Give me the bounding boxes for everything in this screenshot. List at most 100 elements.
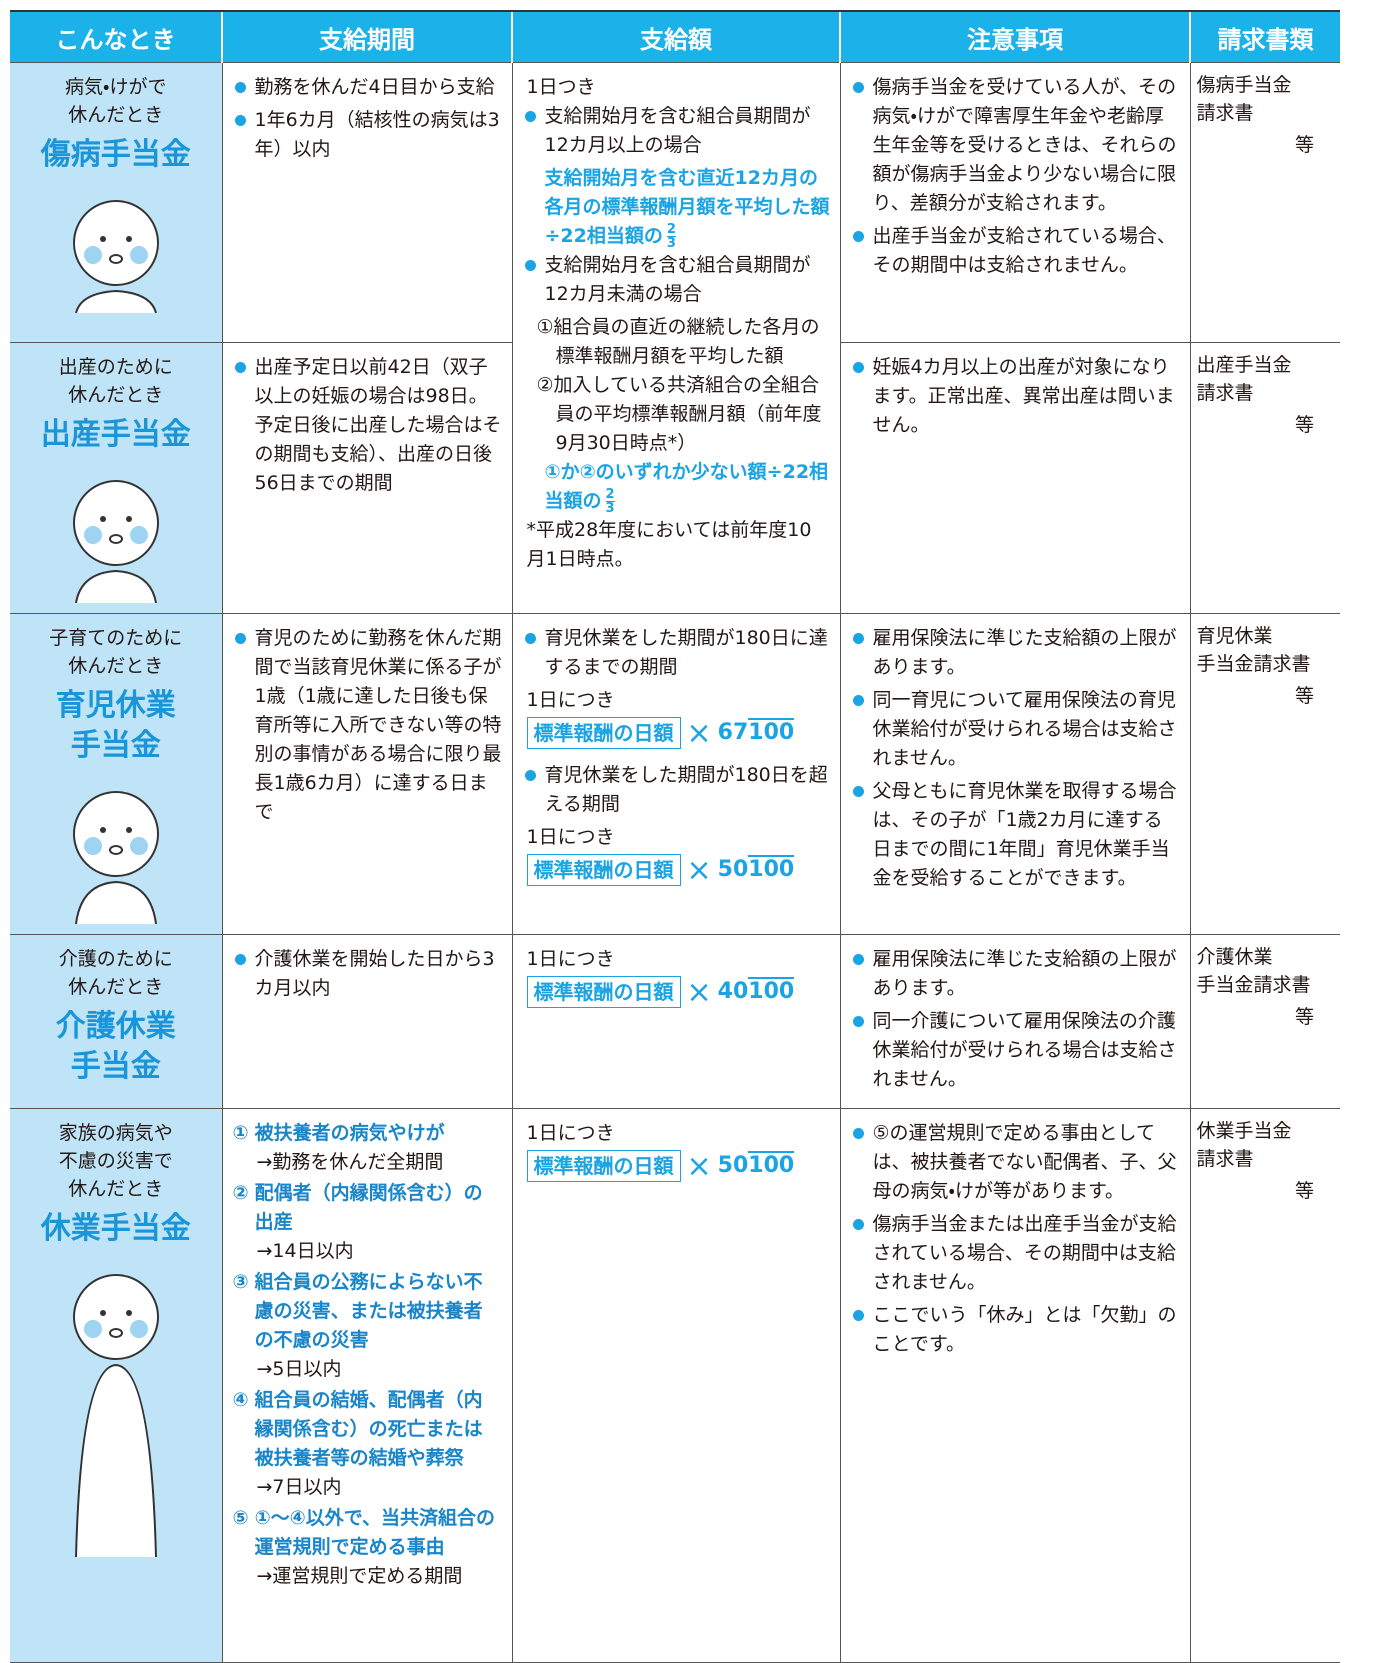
period-sub: →7日以内 [256, 1476, 342, 1498]
doc-etc: 等 [1294, 414, 1314, 436]
amount-text: 1日につき [526, 689, 615, 711]
illustration-part [74, 880, 157, 924]
benefit-name: 育児休業 手当金 [14, 686, 218, 766]
situation-cell: 病気・けがで 休んだとき 傷病手当金 [10, 62, 223, 343]
denominator: 100 [748, 1151, 795, 1178]
amount-cell: 育児休業をした期間が180日に達するまでの期間 1日につき 標準報酬の日額 × 6710… [511, 613, 841, 935]
amount-item: 育児休業をした期間が180日に達するまでの期間 [523, 624, 830, 682]
page: html, body { margin: 0; padding: 0; back… [10, 10, 1340, 1663]
situation-line: 休んだとき [68, 1178, 164, 1200]
note-item: 傷病手当金または出産手当金が支給されている場合、その期間中は支給されません。 [851, 1210, 1180, 1297]
formula-operator: × [686, 1148, 712, 1184]
period-head: ① 被扶養者の病気やけが [233, 1119, 502, 1148]
illustration-part [125, 516, 132, 522]
doc-line: 手当金請求書 [1196, 653, 1311, 675]
formula: 標準報酬の日額 × 50100 [526, 854, 830, 886]
illustration-part [83, 837, 102, 855]
doc-line: 傷病手当金 [1196, 74, 1292, 96]
period-item: 介護休業を開始した日から3カ月以内 [233, 945, 502, 1003]
illustration-part [83, 1320, 102, 1338]
situation-line: 子育てのために [49, 627, 183, 649]
doc-line: 介護休業 [1196, 946, 1273, 968]
period-item: 1年6カ月（結核性の病気は3年）以内 [233, 106, 502, 164]
bullet [852, 1128, 864, 1139]
situation-cell: 家族の病気や 不慮の災害で 休んだとき 休業手当金 [10, 1108, 223, 1663]
period-heading: 組合員の公務によらない不慮の災害、または被扶養者の不慮の災害 [254, 1271, 483, 1351]
period-item: ④ 組合員の結婚、配偶者（内縁関係含む）の死亡または被扶養者等の結婚や葬祭 →7日以… [233, 1386, 502, 1502]
amount-text: 1日につき [526, 826, 615, 848]
illustration [72, 791, 159, 924]
situation-line: 介護のために [58, 948, 173, 970]
period-heading: 被扶養者の病気やけが [254, 1122, 445, 1144]
illustration-part [72, 200, 159, 286]
bullet [852, 786, 864, 797]
benefit-name: 介護休業 手当金 [14, 1007, 218, 1087]
benefit-line: 傷病手当金 [40, 137, 191, 172]
period-head: ② 配偶者（内縁関係含む）の出産 [233, 1179, 502, 1237]
doc-line: 請求書 [1196, 1148, 1254, 1170]
illustration-part [74, 569, 157, 603]
period-item: 育児のために勤務を休んだ期間で当該育児休業に係る子が1歳（1歳に達した日後も保育… [233, 624, 502, 827]
formula-label: 標準報酬の日額 [526, 717, 681, 749]
period-item: ⑤ ①～④以外で、当共済組合の運営規則で定める事由 →運営規則で定める期間 [233, 1504, 502, 1591]
doc-etc: 等 [1294, 1006, 1314, 1028]
period-sub: →5日以内 [256, 1358, 342, 1380]
bullet [852, 231, 864, 242]
header-cell: 支給額 [511, 10, 840, 63]
denominator: 100 [748, 855, 795, 882]
situation-line: 休んだとき [68, 976, 164, 998]
docs-cell: 休業手当金 請求書等 [1189, 1108, 1340, 1663]
period-item: ② 配偶者（内縁関係含む）の出産 →14日以内 [233, 1179, 502, 1266]
note-item: 同一介護について雇用保険法の介護休業給付が受けられる場合は支給されません。 [851, 1007, 1180, 1094]
emphasis-text: ①か②のいずれか少ない額÷22相当額の [544, 461, 829, 512]
doc-line: 出産手当金 [1196, 354, 1292, 376]
period-cell: 介護休業を開始した日から3カ月以内 [221, 934, 513, 1109]
doc-etc: 等 [1294, 685, 1314, 707]
note-item: 妊娠4カ月以上の出産が対象になります。正常出産、異常出産は問いません。 [851, 353, 1180, 440]
illustration-part [99, 236, 106, 242]
numerator: 50 [717, 1153, 749, 1178]
period-cell: 出産予定日以前42日（双子以上の妊娠の場合は98日。予定日後に出産した場合はその… [221, 342, 513, 614]
numerator: 40 [717, 979, 749, 1004]
fraction: 40100 [717, 977, 795, 1004]
numerator: 67 [717, 720, 749, 745]
illustration-part [74, 1363, 157, 1557]
period-sub: →勤務を休んだ全期間 [256, 1151, 444, 1173]
notes-cell: ⑤の運営規則で定める事由としては、被扶養者でない配偶者、子、父母の病気・けが等が… [839, 1108, 1191, 1663]
period-item: ① 被扶養者の病気やけが →勤務を休んだ全期間 [233, 1119, 502, 1177]
illustration-part [108, 254, 123, 264]
notes-cell: 雇用保険法に準じた支給額の上限があります。 同一介護について雇用保険法の介護休業給… [839, 934, 1191, 1109]
amount-item: 育児休業をした期間が180日を超える期間 [523, 761, 830, 819]
note-item: 雇用保険法に準じた支給額の上限があります。 [851, 624, 1180, 682]
benefit-line: 出産手当金 [40, 417, 191, 452]
bullet [234, 115, 246, 126]
benefit-name: 傷病手当金 [14, 135, 218, 175]
benefit-line: 手当金 [70, 1049, 161, 1084]
row: 家族の病気や 不慮の災害で 休んだとき 休業手当金 ① 被扶養者の病気やけが →勤務を休んだ… [10, 1108, 1340, 1663]
benefit-line: 休業手当金 [40, 1211, 191, 1246]
bullet [524, 633, 536, 644]
denominator: 100 [748, 977, 795, 1004]
notes-cell: 妊娠4カ月以上の出産が対象になります。正常出産、異常出産は問いません。 [839, 342, 1191, 614]
bullet [852, 954, 864, 965]
amount-indent: ②加入している共済組合の全組合員の平均標準報酬月額（前年度9月30日時点*） [536, 374, 822, 454]
benefit-line: 介護休業 [55, 1009, 176, 1044]
amount-cell: 1日につき 標準報酬の日額 × 50100 [511, 1108, 841, 1663]
benefit-table: こんなとき 支給期間 支給額 注意事項 請求書類 病気・けがで 休んだとき 傷病手当金 勤務を休… [10, 10, 1340, 1663]
illustration-part [125, 827, 132, 833]
note-item: ここでいう「休み」とは「欠勤」のことです。 [851, 1301, 1180, 1359]
situation-line: 不慮の災害で [58, 1150, 173, 1172]
header-cell: 支給期間 [221, 10, 512, 63]
bullet [852, 695, 864, 706]
notes-cell: 傷病手当金を受けている人が、その病気・けがで障害厚生年金や老齢厚生年金等を受ける… [839, 62, 1191, 343]
header-cell: こんなとき [10, 10, 222, 63]
formula-label: 標準報酬の日額 [526, 976, 681, 1008]
period-item: ③ 組合員の公務によらない不慮の災害、または被扶養者の不慮の災害 →5日以内 [233, 1268, 502, 1384]
docs-cell: 育児休業 手当金請求書等 [1189, 613, 1340, 935]
row: 子育てのために 休んだとき 育児休業 手当金 育児のために勤務を休んだ期間で当該育児休業… [10, 613, 1340, 935]
doc-line: 手当金請求書 [1196, 974, 1311, 996]
illustration-part [125, 236, 132, 242]
period-mark: ① [232, 1122, 249, 1144]
bullet [852, 1016, 864, 1027]
